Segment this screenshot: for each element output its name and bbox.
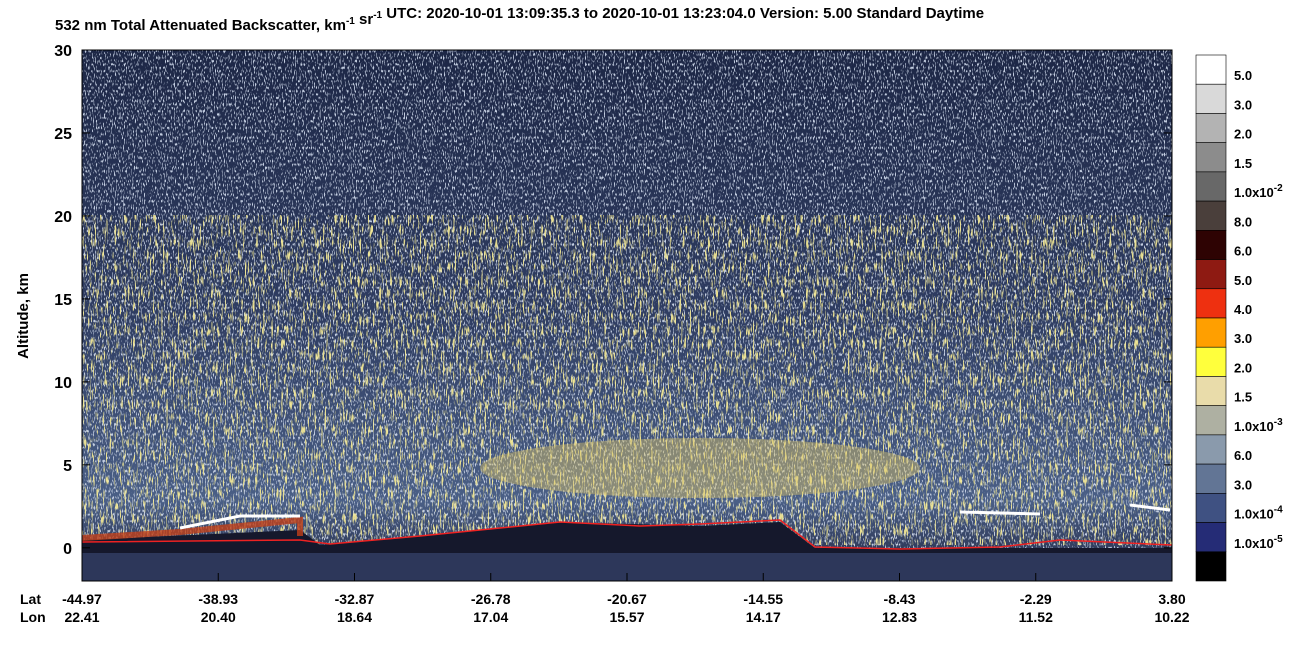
x-tick-label: 20.40	[201, 609, 236, 625]
title-superscript: -1	[373, 10, 382, 21]
x-tick-label: 10.22	[1154, 609, 1189, 625]
colorbar-label-text: 2.0	[1234, 360, 1252, 375]
colorbar-swatch	[1195, 230, 1227, 260]
colorbar-label-text: 2.0	[1234, 127, 1252, 142]
y-tick-label: 15	[54, 292, 72, 309]
x-tick-label: -8.43	[884, 591, 916, 607]
x-tick-label: -26.78	[471, 591, 511, 607]
colorbar-label: 1.5	[1234, 156, 1252, 171]
colorbar-label: 6.0	[1234, 244, 1252, 259]
colorbar-label: 2.0	[1234, 360, 1252, 375]
colorbar-label-text: 5.0	[1234, 273, 1252, 288]
y-tick-label: 30	[54, 43, 72, 60]
colorbar-label-text: 4.0	[1234, 302, 1252, 317]
colorbar-label: 1.0x10-3	[1234, 417, 1283, 434]
x-row-name: Lat	[20, 591, 41, 607]
x-tick-label: -32.87	[335, 591, 375, 607]
colorbar-label: 3.0	[1234, 97, 1252, 112]
colorbar-label: 1.0x10-4	[1234, 505, 1283, 522]
colorbar-swatch	[1195, 113, 1227, 143]
colorbar-swatch	[1195, 551, 1227, 582]
colorbar-label-text: 1.0x10	[1234, 185, 1274, 200]
colorbar-label-exponent: -2	[1274, 183, 1283, 194]
colorbar-label-text: 3.0	[1234, 477, 1252, 492]
colorbar-label: 5.0	[1234, 68, 1252, 83]
colorbar-swatch	[1195, 200, 1227, 231]
x-tick-label: 18.64	[337, 609, 372, 625]
colorbar-label-exponent: -3	[1274, 417, 1283, 428]
x-tick-label: 15.57	[609, 609, 644, 625]
colorbar-label: 1.0x10-2	[1234, 183, 1283, 200]
colorbar-label-exponent: -5	[1274, 534, 1283, 545]
x-tick-label: 14.17	[746, 609, 781, 625]
colorbar-swatch	[1195, 405, 1227, 436]
colorbar-swatch	[1195, 493, 1227, 523]
colorbar-label-text: 1.0x10	[1234, 419, 1274, 434]
colorbar-swatch	[1195, 522, 1227, 553]
x-tick-label: 12.83	[882, 609, 917, 625]
x-tick-label: 17.04	[473, 609, 508, 625]
backscatter-image	[82, 50, 1172, 581]
x-tick-label: -44.97	[62, 591, 102, 607]
colorbar-swatch	[1195, 434, 1227, 465]
colorbar-swatch	[1195, 463, 1227, 494]
x-tick-label: -2.29	[1020, 591, 1052, 607]
colorbar-label-exponent: -4	[1274, 505, 1283, 516]
colorbar-label-text: 1.5	[1234, 390, 1252, 405]
title-group: 532 nm Total Attenuated Backscatter, km-…	[55, 5, 984, 34]
colorbar-label: 2.0	[1234, 127, 1252, 142]
x-row-name: Lon	[20, 609, 46, 625]
colorbar-label: 4.0	[1234, 302, 1252, 317]
colorbar-swatch	[1195, 83, 1227, 114]
colorbar-swatch	[1195, 376, 1227, 406]
colorbar-label: 3.0	[1234, 331, 1252, 346]
y-tick-label: 10	[54, 375, 72, 392]
title-text: 532 nm Total Attenuated Backscatter, km	[55, 17, 346, 34]
colorbar-label-text: 1.5	[1234, 156, 1252, 171]
x-tick-label: -20.67	[607, 591, 647, 607]
colorbar-label: 1.0x10-5	[1234, 534, 1283, 551]
y-axis-label: Altitude, km	[15, 273, 32, 359]
colorbar-label: 6.0	[1234, 448, 1252, 463]
x-tick-label: -38.93	[198, 591, 238, 607]
title-text: UTC: 2020-10-01 13:09:35.3 to 2020-10-01…	[382, 5, 984, 22]
colorbar-swatch	[1195, 346, 1227, 377]
x-tick-label: 22.41	[64, 609, 99, 625]
colorbar-label-text: 1.0x10	[1234, 536, 1274, 551]
colorbar-label-text: 1.0x10	[1234, 507, 1274, 522]
colorbar-swatch	[1195, 259, 1227, 290]
colorbar-label-text: 6.0	[1234, 244, 1252, 259]
x-tick-label: -14.55	[743, 591, 783, 607]
colorbar-swatch	[1195, 54, 1227, 85]
colorbar-label: 3.0	[1234, 477, 1252, 492]
y-tick-label: 20	[54, 209, 72, 226]
title-superscript: -1	[346, 16, 355, 27]
colorbar-label-text: 3.0	[1234, 97, 1252, 112]
colorbar-swatch	[1195, 171, 1227, 202]
y-tick-label: 25	[54, 126, 72, 143]
colorbar-label: 5.0	[1234, 273, 1252, 288]
y-tick-label: 5	[63, 458, 72, 475]
colorbar-label: 1.5	[1234, 390, 1252, 405]
x-tick-label: 3.80	[1158, 591, 1185, 607]
colorbar-swatch	[1195, 317, 1227, 348]
colorbar-label-text: 5.0	[1234, 68, 1252, 83]
colorbar-label-text: 6.0	[1234, 448, 1252, 463]
colorbar-label: 8.0	[1234, 214, 1252, 229]
x-tick-label: 11.52	[1019, 609, 1053, 625]
colorbar-swatch	[1195, 288, 1227, 319]
colorbar-label-text: 8.0	[1234, 214, 1252, 229]
y-tick-label: 0	[63, 541, 72, 558]
colorbar-label-text: 3.0	[1234, 331, 1252, 346]
title-text: sr	[355, 11, 374, 28]
chart-title: 532 nm Total Attenuated Backscatter, km-…	[55, 5, 984, 34]
colorbar-swatch	[1195, 142, 1227, 173]
